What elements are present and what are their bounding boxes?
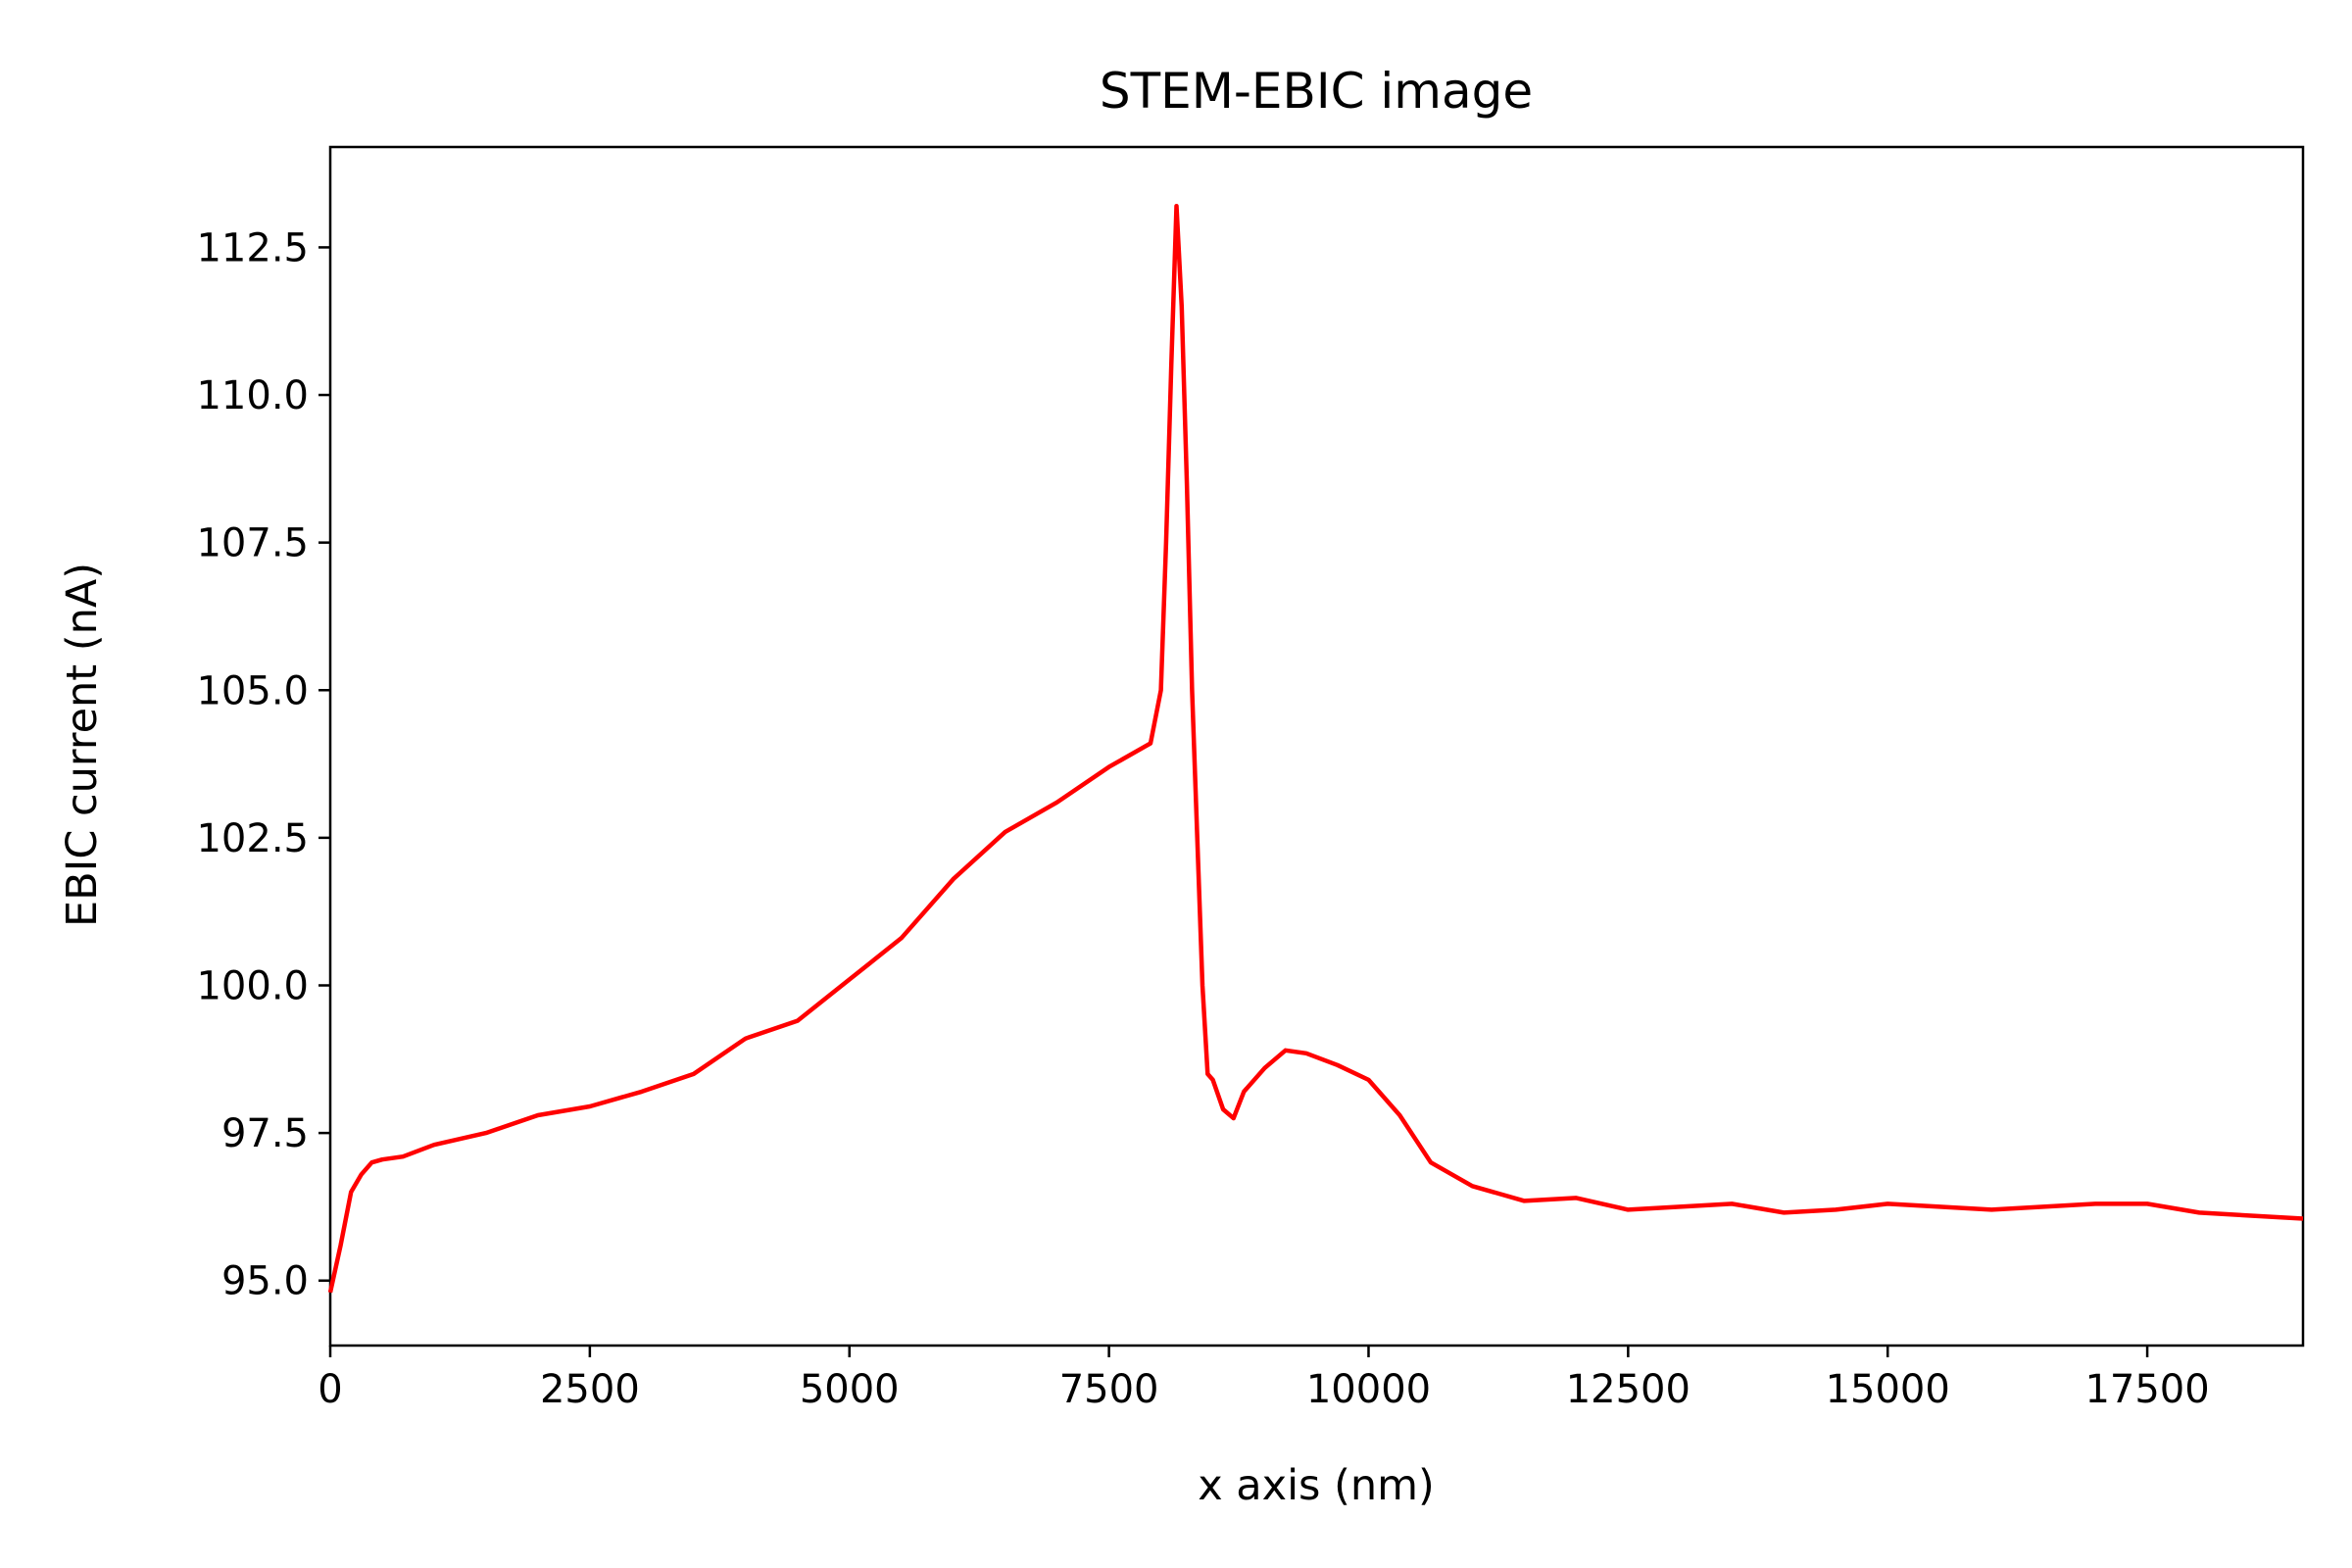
data-series-line: [327, 203, 2304, 1294]
y-axis-label: EBIC current (nA): [58, 563, 107, 927]
y-tick-label: 100.0: [196, 963, 309, 1008]
plot-frame: [328, 145, 2305, 1348]
x-axis-label: x axis (nm): [1198, 1461, 1435, 1510]
x-tick-label: 0: [318, 1367, 342, 1412]
x-tick-label: 2500: [540, 1367, 640, 1412]
y-tick-label: 97.5: [221, 1111, 309, 1156]
x-tick-label: 12500: [1566, 1367, 1690, 1412]
y-tick-label: 112.5: [196, 225, 309, 270]
y-tick-label: 107.5: [196, 521, 309, 566]
x-axis: 0 2500 5000 7500 10000 12500 15000 17500: [318, 1346, 2210, 1412]
y-axis: 95.0 97.5 100.0 102.5 105.0 107.5 110.0 112.5: [196, 225, 330, 1304]
y-tick-label: 105.0: [196, 668, 309, 713]
x-tick-label: 5000: [800, 1367, 900, 1412]
x-tick-label: 7500: [1059, 1367, 1159, 1412]
plot-area: 0 2500 5000 7500 10000 12500 15000 17500 95.0 97…: [196, 145, 2305, 1412]
y-tick-label: 95.0: [221, 1259, 309, 1304]
x-tick-label: 15000: [1826, 1367, 1950, 1412]
x-tick-label: 17500: [2084, 1367, 2209, 1412]
x-tick-label: 10000: [1306, 1367, 1431, 1412]
y-tick-label: 110.0: [196, 373, 309, 418]
chart-title: STEM-EBIC image: [1100, 63, 1533, 120]
y-tick-label: 102.5: [196, 816, 309, 861]
